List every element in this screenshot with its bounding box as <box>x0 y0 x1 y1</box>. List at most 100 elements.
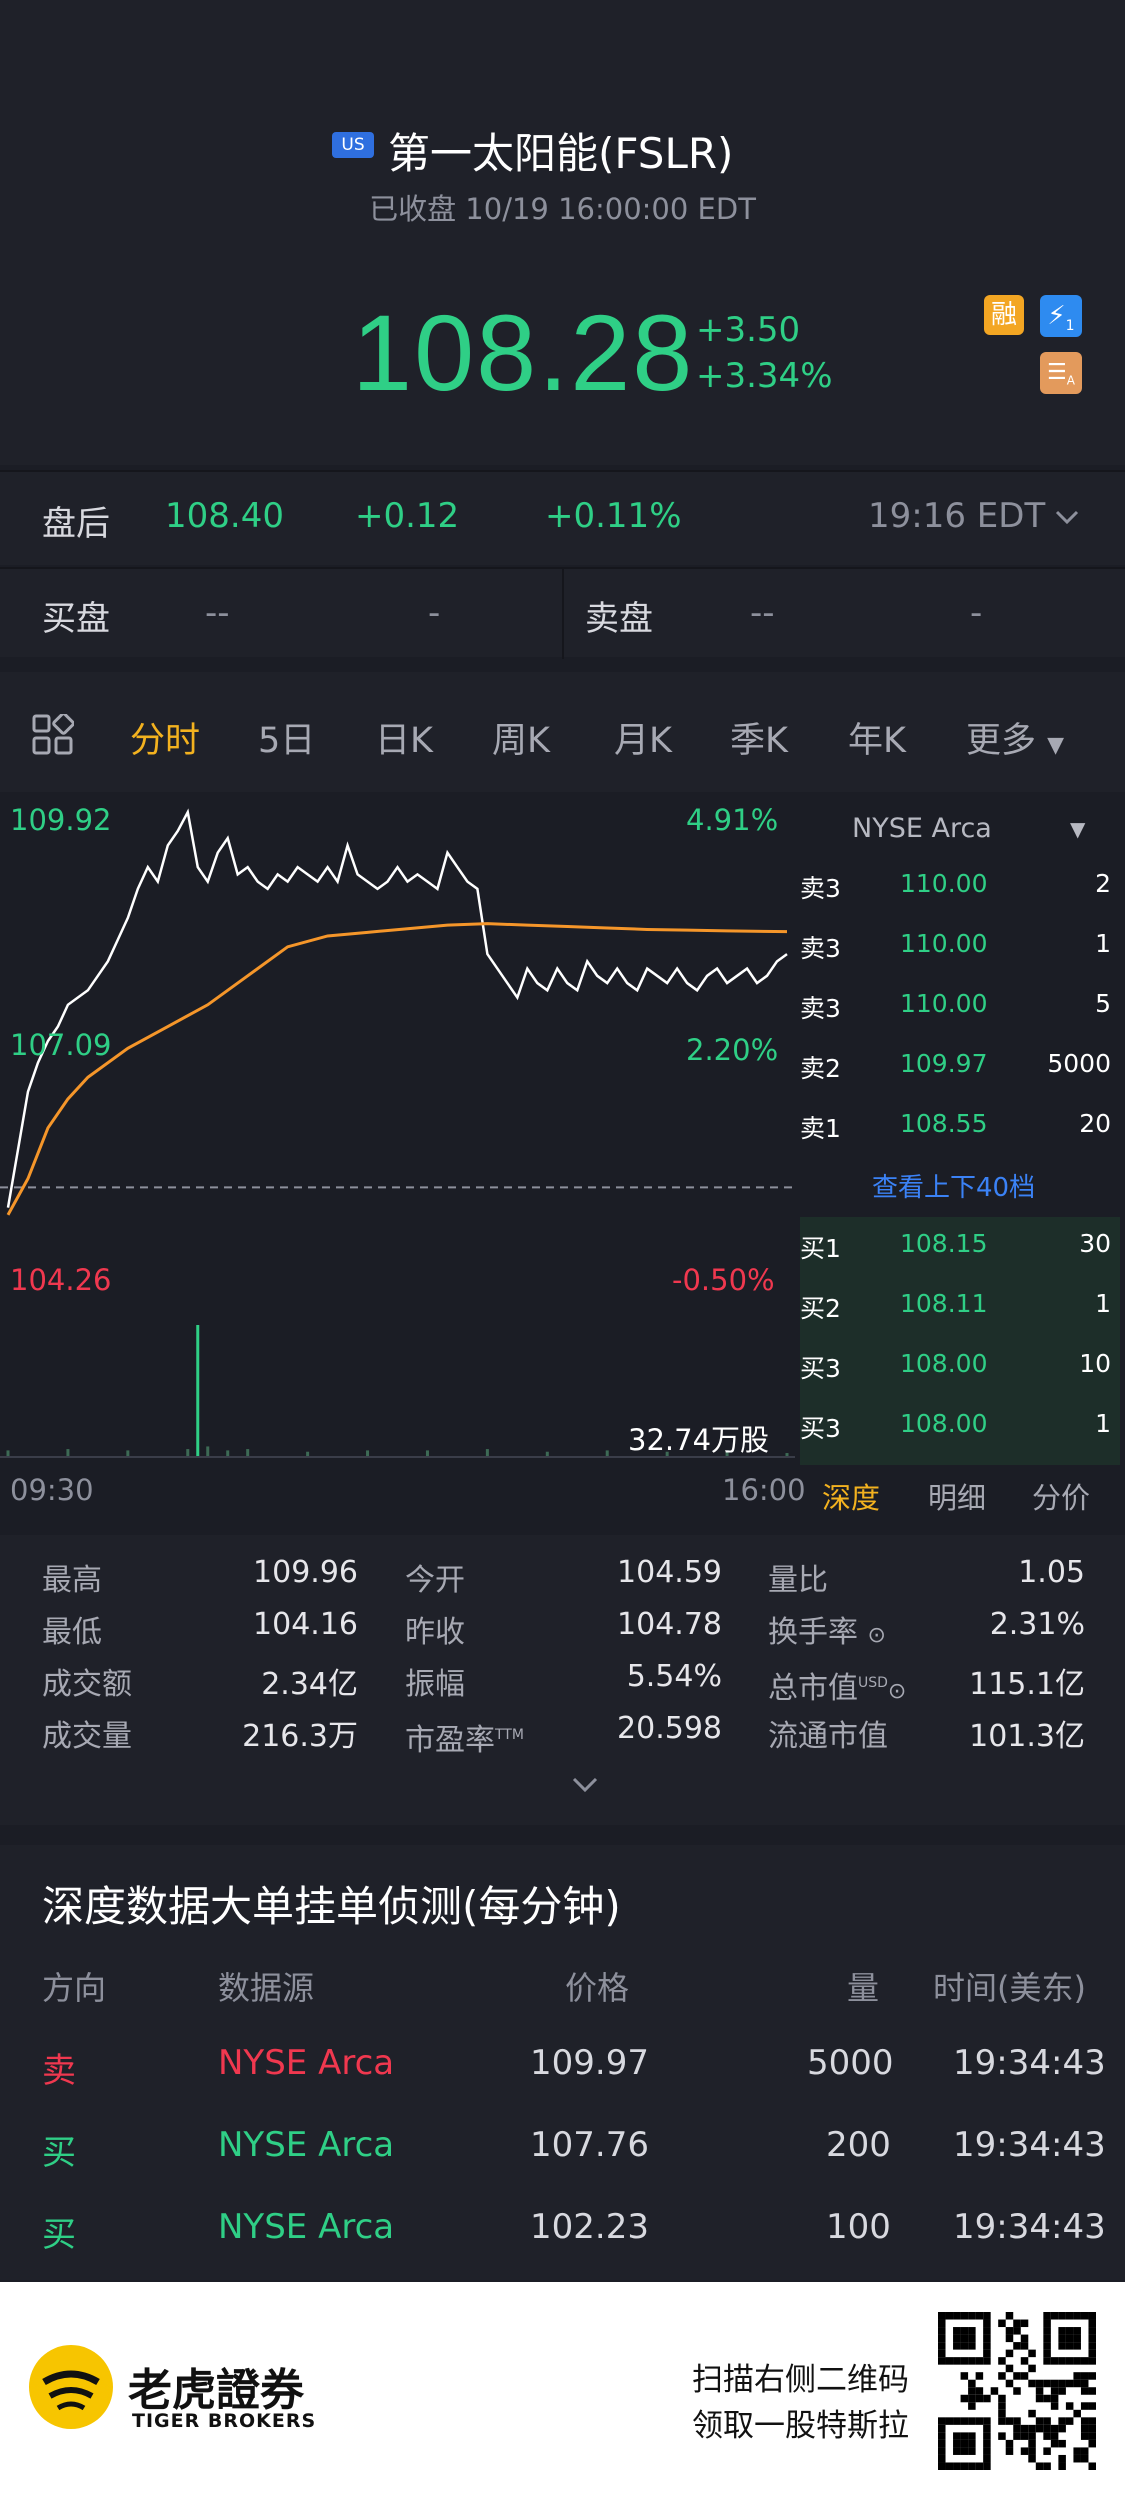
volume-bar <box>66 1449 70 1457</box>
bid-size: - <box>428 593 441 633</box>
promo-text-line2: 领取一股特斯拉 <box>692 2408 909 2444</box>
quote-stats-panel: 最高 109.96 最低 104.16 成交额 2.34亿 成交量 216.3万… <box>0 1535 1125 1825</box>
stat-label: 换手率 ⊙ <box>768 1615 886 1650</box>
divider <box>562 569 564 659</box>
after-hours-row[interactable]: 盘后 108.40 +0.12 +0.11% 19:16 EDT <box>0 470 1125 565</box>
volume-bar <box>226 1450 230 1457</box>
stat-label: 成交量 <box>42 1719 132 1754</box>
col-header-qty: 量 <box>847 1969 880 2007</box>
info-icon[interactable]: ⊙ <box>887 1679 907 1704</box>
stat-value: 2.31% <box>989 1607 1085 1642</box>
volume-label: 32.74万股 <box>628 1423 770 1457</box>
view-more-levels-link[interactable]: 查看上下40档 <box>872 1173 1036 1203</box>
volume-bar <box>306 1451 310 1457</box>
intraday-chart-area: 109.92 107.09 104.26 4.91% 2.20% -0.50% … <box>0 795 1125 1535</box>
tab-price-volume[interactable]: 分价 <box>1032 1481 1091 1515</box>
margin-badge-icon[interactable]: 融 <box>984 295 1024 335</box>
after-hours-label: 盘后 <box>42 504 110 544</box>
col-header-time: 时间(美东) <box>933 1969 1086 2007</box>
ask-price: -- <box>750 593 775 633</box>
average-price-line <box>6 922 788 1216</box>
ask-size: - <box>970 593 983 633</box>
tab-detail[interactable]: 明细 <box>928 1481 987 1515</box>
stat-label: 振幅 <box>405 1667 465 1702</box>
chevron-down-icon[interactable] <box>1054 508 1080 526</box>
bid-ask-row: 买盘 -- - 卖盘 -- - <box>0 567 1125 659</box>
layers-icon[interactable]: ☰A <box>1040 352 1082 394</box>
expand-chevron-icon[interactable] <box>570 1775 600 1795</box>
bid-background <box>800 1217 1120 1465</box>
tab-intraday[interactable]: 分时 <box>130 721 201 761</box>
tiger-logo-icon <box>29 2345 113 2429</box>
stat-value: 109.96 <box>253 1555 358 1590</box>
exchange-dropdown-icon[interactable]: ▼ <box>1070 817 1086 841</box>
col-header-source: 数据源 <box>218 1969 315 2007</box>
tab-daily[interactable]: 日K <box>375 721 433 761</box>
after-hours-change-pct: +0.11% <box>545 496 682 536</box>
stat-value: 104.59 <box>617 1555 722 1590</box>
volume-bar <box>725 1450 729 1457</box>
stat-value: 101.3亿 <box>969 1719 1085 1754</box>
volume-bar <box>545 1451 549 1457</box>
volume-bar <box>425 1450 429 1457</box>
brand-name: 老虎證券 <box>128 2365 304 2416</box>
ask-label: 卖盘 <box>585 599 653 639</box>
volume-bar <box>605 1450 609 1457</box>
large-order-detection-panel: 深度数据大单挂单侦测(每分钟) 方向 数据源 价格 量 时间(美东) 卖 NYS… <box>0 1845 1125 2280</box>
ask-row: 卖3 110.00 2 <box>800 869 1111 903</box>
bid-row: 买1 108.15 30 <box>800 1229 1111 1263</box>
volume-bar <box>366 1450 370 1457</box>
stat-label: 总市值USD⊙ <box>768 1671 907 1706</box>
volume-bar <box>485 1449 489 1457</box>
intraday-chart[interactable] <box>0 795 800 1465</box>
tab-yearly[interactable]: 年K <box>848 721 906 761</box>
exchange-select[interactable]: NYSE Arca <box>852 813 992 844</box>
price-change-pct: +3.34% <box>696 356 833 396</box>
y-axis-high-pct: 4.91% <box>686 803 779 837</box>
volume-bar <box>665 1451 669 1457</box>
chart-period-tabs: 分时 5日 日K 周K 月K 季K 年K 更多 ▼ <box>0 672 1125 792</box>
x-axis-end: 16:00 <box>722 1473 806 1507</box>
flash-order-icon[interactable]: ⚡1 <box>1040 295 1082 337</box>
y-axis-mid-pct: 2.20% <box>686 1033 779 1067</box>
last-price: 108.28 <box>352 292 695 413</box>
promo-footer: 老虎證券 TIGER BROKERS 扫描右侧二维码 领取一股特斯拉 <box>0 2282 1125 2500</box>
stat-value: 1.05 <box>1018 1555 1085 1590</box>
tab-more[interactable]: 更多 ▼ <box>966 721 1065 761</box>
stat-label: 最高 <box>42 1563 102 1598</box>
price-change: +3.50 <box>696 310 801 350</box>
bid-label: 买盘 <box>42 599 110 639</box>
stock-title: 第一太阳能(FSLR) <box>388 129 734 178</box>
tab-monthly[interactable]: 月K <box>614 721 672 761</box>
stat-value: 115.1亿 <box>969 1667 1085 1702</box>
section-title: 深度数据大单挂单侦测(每分钟) <box>42 1882 621 1931</box>
tab-5day[interactable]: 5日 <box>258 721 316 761</box>
after-hours-price: 108.40 <box>165 496 284 536</box>
stat-label: 最低 <box>42 1615 102 1650</box>
stat-value: 5.54% <box>626 1659 722 1694</box>
y-axis-mid: 107.09 <box>10 1028 112 1062</box>
market-status: 已收盘 10/19 16:00:00 EDT <box>369 192 756 226</box>
promo-text-line1: 扫描右侧二维码 <box>692 2362 909 2398</box>
bid-price: -- <box>205 593 230 633</box>
after-hours-time: 19:16 EDT <box>868 496 1046 536</box>
tab-quarterly[interactable]: 季K <box>730 721 788 761</box>
bid-row: 买2 108.11 1 <box>800 1289 1111 1323</box>
y-axis-low: 104.26 <box>10 1263 112 1297</box>
volume-bar <box>246 1449 250 1457</box>
volume-bar <box>206 1446 210 1457</box>
ask-row: 卖3 110.00 1 <box>800 929 1111 963</box>
ask-row: 卖3 110.00 5 <box>800 989 1111 1023</box>
grid-menu-icon[interactable] <box>32 714 74 756</box>
price-line <box>6 808 788 1208</box>
after-hours-change: +0.12 <box>355 496 460 536</box>
info-icon[interactable]: ⊙ <box>867 1623 886 1648</box>
stat-label: 成交额 <box>42 1667 132 1702</box>
tab-depth[interactable]: 深度 <box>822 1481 881 1515</box>
volume-bar <box>126 1450 130 1457</box>
qr-code[interactable] <box>938 2312 1096 2470</box>
stat-label: 昨收 <box>405 1615 465 1650</box>
stat-value: 104.16 <box>253 1607 358 1642</box>
tab-weekly[interactable]: 周K <box>492 721 550 761</box>
ask-row: 卖1 108.55 20 <box>800 1109 1111 1143</box>
